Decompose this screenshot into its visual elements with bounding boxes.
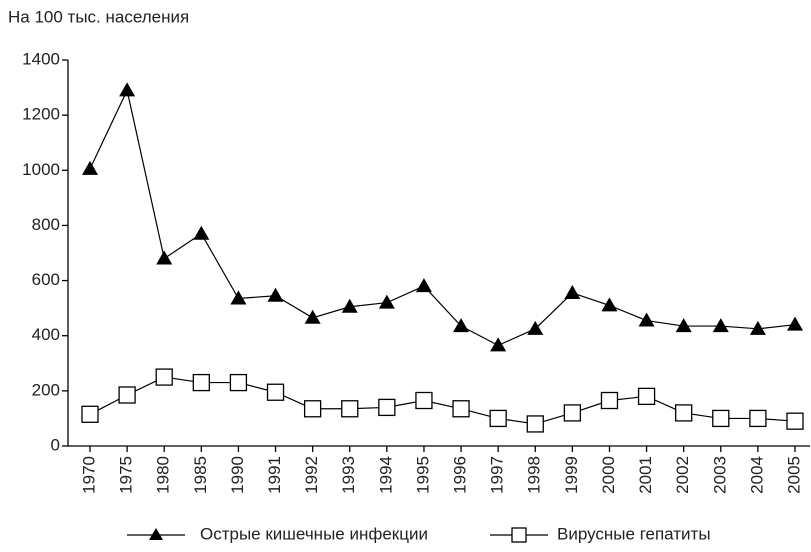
- y-tick-label: 600: [32, 270, 60, 289]
- x-tick-label: 1997: [488, 456, 507, 494]
- x-tick-label: 1975: [117, 456, 136, 494]
- marker: [378, 398, 396, 417]
- marker: [675, 404, 693, 422]
- marker: [526, 415, 544, 433]
- marker: [453, 318, 470, 333]
- marker: [193, 225, 210, 240]
- x-tick-label: 1991: [265, 456, 284, 494]
- marker: [415, 278, 432, 293]
- y-tick-label: 1400: [22, 49, 60, 68]
- x-tick-label: 1990: [228, 456, 247, 494]
- y-tick-label: 0: [51, 435, 60, 454]
- y-tick-label: 800: [32, 215, 60, 234]
- marker: [601, 297, 618, 312]
- marker: [192, 373, 210, 392]
- x-tick-label: 1970: [79, 456, 98, 494]
- marker: [489, 409, 507, 428]
- y-axis-label: На 100 тыс. населения: [8, 7, 189, 26]
- x-tick-label: 1994: [376, 456, 395, 494]
- x-tick-label: 2003: [710, 456, 729, 494]
- marker: [637, 387, 656, 406]
- x-tick-label: 2004: [747, 456, 766, 494]
- x-tick-label: 2001: [636, 456, 655, 494]
- marker: [341, 298, 358, 313]
- marker: [304, 309, 321, 324]
- marker: [564, 284, 581, 299]
- x-tick-label: 1985: [191, 456, 210, 494]
- x-tick-label: 2002: [673, 456, 692, 494]
- y-tick-label: 400: [32, 325, 60, 344]
- legend-marker: [149, 528, 163, 540]
- y-tick-label: 1000: [22, 160, 60, 179]
- marker: [303, 400, 322, 418]
- x-tick-label: 2005: [784, 456, 803, 494]
- legend-label: Острые кишечные инфекции: [200, 524, 428, 543]
- marker: [118, 386, 136, 404]
- marker: [527, 320, 544, 335]
- marker: [378, 294, 395, 309]
- x-tick-label: 1998: [525, 456, 544, 494]
- marker: [229, 373, 248, 392]
- marker: [749, 320, 766, 335]
- series-line: [89, 88, 796, 347]
- marker: [341, 400, 359, 418]
- y-tick-label: 1200: [22, 105, 60, 124]
- x-tick-label: 1996: [451, 456, 470, 494]
- marker: [600, 391, 619, 410]
- y-tick-label: 200: [32, 380, 60, 399]
- marker: [787, 316, 803, 331]
- marker: [156, 250, 173, 265]
- marker: [712, 318, 729, 333]
- marker: [266, 383, 285, 401]
- marker: [712, 409, 730, 428]
- marker: [749, 409, 767, 428]
- marker: [81, 405, 99, 423]
- marker: [230, 290, 247, 305]
- x-tick-label: 1995: [413, 456, 432, 494]
- marker: [267, 287, 284, 302]
- marker: [490, 337, 507, 352]
- marker: [415, 391, 433, 410]
- marker: [638, 312, 655, 327]
- marker: [119, 82, 136, 97]
- x-tick-label: 1992: [302, 456, 321, 494]
- x-tick-label: 2000: [599, 456, 618, 494]
- legend-label: Вирусные гепатиты: [557, 524, 711, 543]
- marker: [452, 400, 470, 418]
- legend-marker: [511, 527, 527, 543]
- x-tick-label: 1980: [154, 456, 173, 494]
- marker: [786, 412, 804, 430]
- x-tick-label: 1999: [562, 456, 581, 494]
- marker: [563, 404, 582, 422]
- marker: [155, 368, 173, 386]
- marker: [82, 160, 98, 175]
- marker: [675, 318, 692, 333]
- x-tick-label: 1993: [339, 456, 358, 494]
